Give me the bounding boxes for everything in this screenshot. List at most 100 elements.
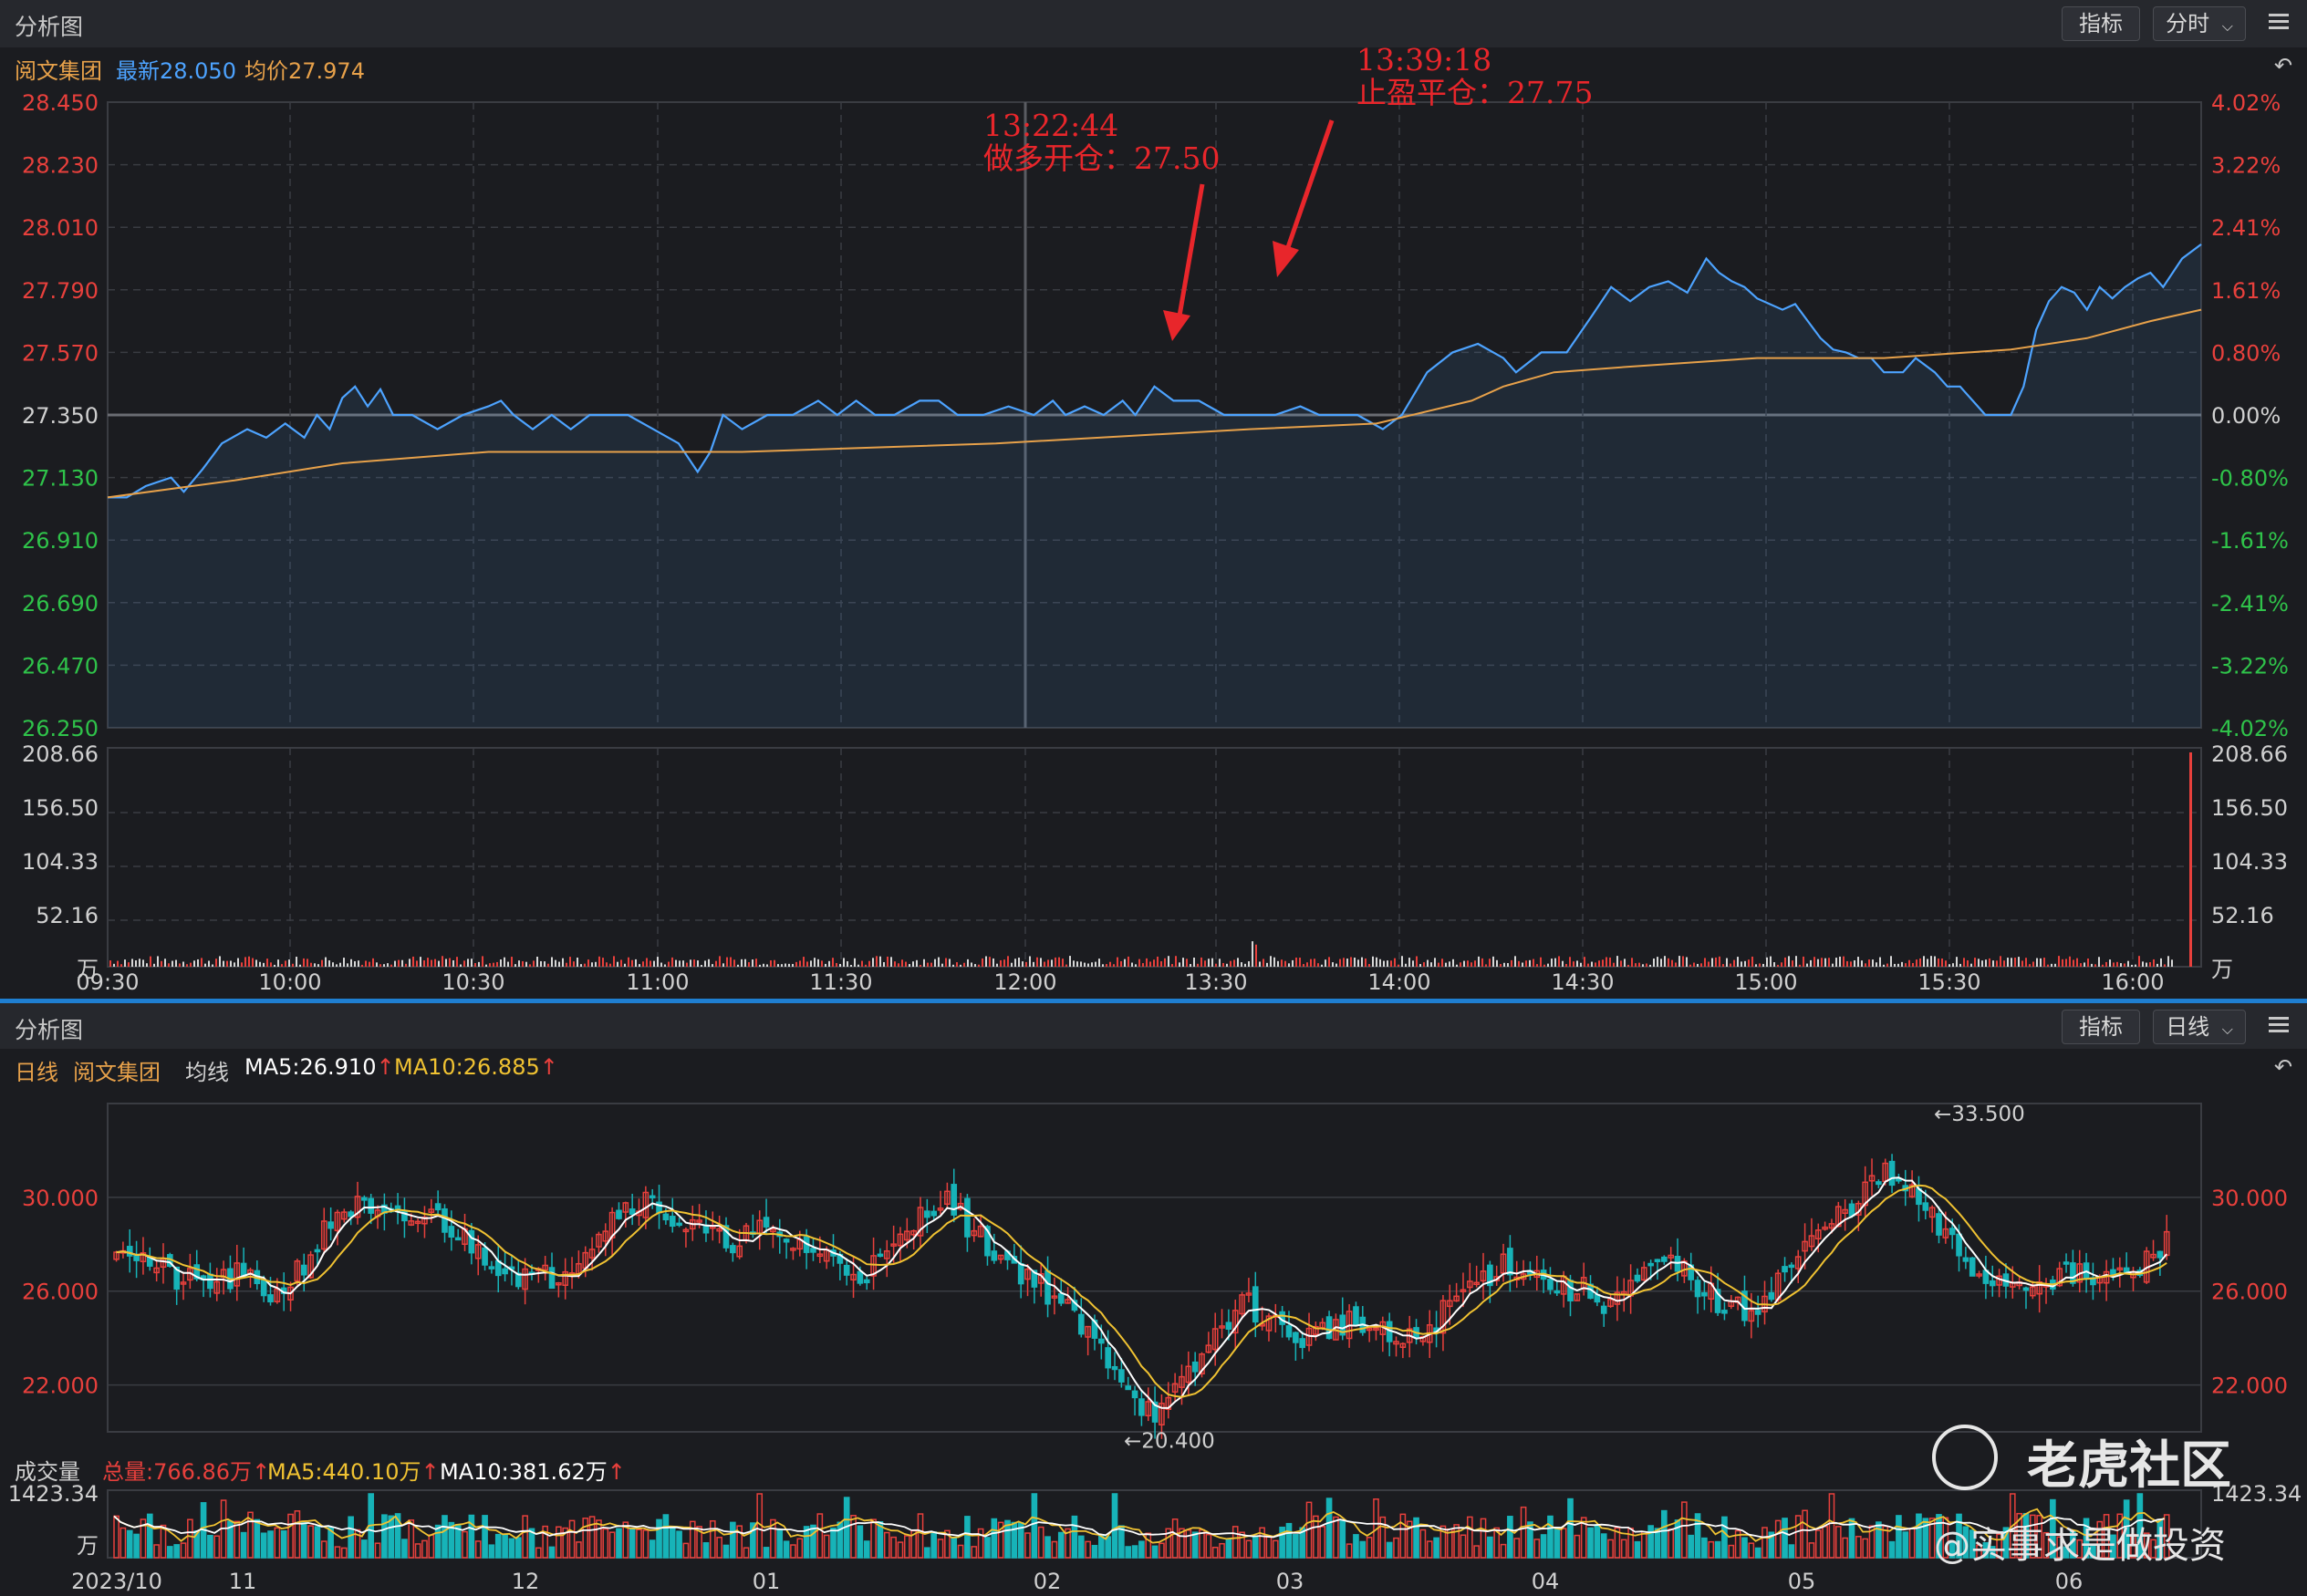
candle-body	[602, 1230, 609, 1242]
bottom-period-dropdown[interactable]: 日线 ⌵	[2153, 1010, 2246, 1044]
top-indicator-button[interactable]: 指标	[2062, 6, 2140, 41]
daily-volume-bar	[1714, 1540, 1721, 1559]
volume-bar	[507, 961, 509, 967]
volume-bar	[1146, 958, 1148, 967]
volume-bar	[712, 964, 713, 967]
volume-bar	[1467, 960, 1469, 967]
volume-bar	[868, 960, 870, 967]
candle-body	[1668, 1254, 1674, 1259]
candle-body	[1748, 1310, 1755, 1322]
volume-bar	[1996, 960, 1998, 967]
volume-bar	[1062, 959, 1064, 967]
volume-bar	[1478, 956, 1480, 967]
daily-volume-bar	[1948, 1542, 1956, 1559]
undo-icon[interactable]: ↶	[2274, 53, 2293, 78]
volume-bar	[606, 962, 608, 967]
volume-bar	[1303, 964, 1304, 967]
volume-bar	[660, 962, 662, 967]
volume-bar	[1660, 959, 1662, 967]
volume-bar	[1394, 958, 1396, 967]
stock-name[interactable]: 阅文集团	[15, 58, 102, 84]
daily-volume-bar	[1085, 1540, 1091, 1559]
candle-body	[320, 1220, 327, 1250]
volume-bar	[285, 960, 286, 967]
volume-bar	[485, 964, 487, 967]
volume-bar	[347, 963, 348, 967]
daily-volume-bar	[2103, 1514, 2110, 1559]
daily-volume-bar	[120, 1527, 127, 1559]
candle-body	[1077, 1313, 1085, 1335]
candle-body	[1285, 1325, 1293, 1338]
top-menu-icon[interactable]	[2269, 14, 2289, 30]
volume-bar	[2036, 958, 2038, 967]
daily-volume-bar	[1259, 1527, 1265, 1559]
volume-bar	[379, 964, 381, 967]
volume-bar	[2135, 964, 2136, 967]
volume-bar	[1573, 961, 1574, 967]
daily-volume-bar	[816, 1513, 824, 1559]
volume-bar	[226, 960, 228, 967]
candle-body	[421, 1217, 428, 1225]
volume-bar	[204, 963, 206, 967]
volume-bar	[1445, 962, 1447, 967]
price-tick-label: 27.350	[22, 403, 99, 429]
vol-ma5-text: MA5:440.10万	[267, 1459, 421, 1485]
daily-volume-bar	[1701, 1537, 1708, 1559]
daily-volume-bar	[1399, 1513, 1407, 1559]
volume-bar	[1179, 962, 1180, 967]
top-period-dropdown[interactable]: 分时 ⌵	[2153, 6, 2246, 41]
undo-icon[interactable]: ↶	[2274, 1054, 2293, 1080]
volume-bar	[339, 962, 341, 967]
candle-body	[1721, 1310, 1728, 1314]
volume-bar	[434, 959, 436, 967]
daily-volume-bar	[1111, 1493, 1118, 1559]
daily-volume-bar	[1989, 1546, 1996, 1559]
volume-bar	[1854, 959, 1855, 967]
daily-volume-bar	[1814, 1529, 1822, 1559]
volume-tick-label-right: 156.50	[2211, 795, 2288, 821]
volume-bar	[307, 959, 308, 967]
date-tick-label: 04	[1532, 1569, 1560, 1594]
candle-body	[1480, 1270, 1487, 1282]
daily-volume-bar	[1293, 1534, 1299, 1559]
volume-bar	[277, 959, 279, 967]
daily-stock-name[interactable]: 阅文集团	[73, 1060, 161, 1085]
candle-body	[816, 1253, 824, 1258]
volume-bar	[1843, 956, 1845, 967]
volume-bar	[971, 962, 972, 967]
panel-divider[interactable]	[0, 999, 2307, 1003]
candle-body	[991, 1250, 998, 1261]
volume-bar	[292, 963, 294, 967]
volume-bar	[1616, 956, 1618, 967]
daily-volume-bar	[1393, 1537, 1399, 1559]
volume-bar	[799, 960, 801, 967]
daily-volume-bar	[1896, 1515, 1902, 1559]
daily-volume-bar	[1768, 1531, 1775, 1559]
volume-bar	[1598, 960, 1600, 967]
candle-body	[193, 1264, 201, 1280]
volume-bar	[2113, 962, 2115, 967]
bottom-menu-icon[interactable]	[2269, 1017, 2289, 1033]
candle-body	[368, 1197, 375, 1214]
volume-bar	[1649, 964, 1651, 967]
price-tick-label: 28.230	[22, 153, 99, 179]
volume-bar	[1686, 957, 1688, 967]
volume-bar	[1131, 962, 1133, 967]
candle-body	[588, 1249, 596, 1259]
volume-bar	[518, 960, 520, 967]
volume-bar	[1128, 956, 1129, 967]
volume-bar	[175, 959, 177, 967]
daily-volume-bar	[1466, 1516, 1473, 1559]
candle-body	[1118, 1369, 1125, 1383]
volume-bar	[1098, 959, 1100, 967]
daily-volume-bar	[1366, 1537, 1373, 1559]
candle-body	[716, 1228, 722, 1232]
volume-bar	[916, 959, 918, 967]
time-tick-label: 16:00	[2101, 969, 2164, 995]
volume-bar	[1759, 963, 1761, 967]
bottom-indicator-button[interactable]: 指标	[2062, 1010, 2140, 1044]
daily-volume-bar	[582, 1518, 589, 1559]
volume-bar	[1923, 956, 1925, 967]
volume-bar	[1883, 964, 1885, 967]
daily-volume-bar	[374, 1542, 381, 1559]
